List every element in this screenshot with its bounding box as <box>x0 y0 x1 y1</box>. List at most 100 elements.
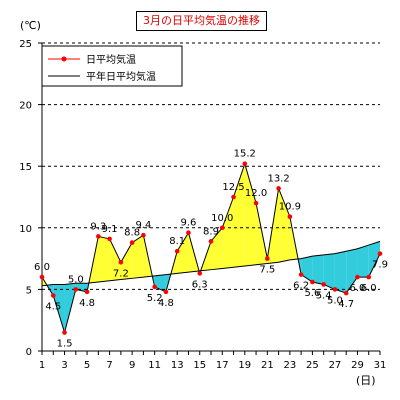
data-label: 6.0 <box>350 283 366 294</box>
legend-marker-icon <box>61 56 67 62</box>
data-point <box>298 272 304 277</box>
chart-title: 3月の日平均気温の推移 <box>136 11 267 31</box>
data-point <box>208 239 214 244</box>
data-point <box>287 214 293 220</box>
data-point <box>343 290 349 296</box>
fill-segment <box>109 238 121 281</box>
y-tick-label: 20 <box>19 101 32 112</box>
y-axis-label: (℃) <box>20 19 41 32</box>
data-labels: 6.04.51.55.04.89.39.17.28.89.45.24.88.19… <box>34 149 388 350</box>
x-tick-label: 27 <box>329 360 342 371</box>
data-point <box>50 293 56 298</box>
fill-segment <box>278 188 290 263</box>
y-tick-label: 25 <box>19 39 32 50</box>
fill-segment <box>312 254 324 285</box>
fill-segment <box>154 274 166 292</box>
data-label: 9.3 <box>90 221 106 232</box>
data-point <box>186 230 191 236</box>
data-label: 12.5 <box>222 182 244 193</box>
data-label: 5.6 <box>304 288 320 299</box>
fill-segment <box>132 235 144 279</box>
data-label: 4.5 <box>45 302 61 313</box>
x-tick-label: 21 <box>261 360 274 371</box>
x-tick-labels: 1 3 5 7 9 11 13 15 17 19 21 23 25 27 29 31 <box>39 360 387 371</box>
data-label: 6.0 <box>34 262 50 273</box>
data-label: 7.2 <box>113 268 129 279</box>
fill-segment <box>98 236 110 283</box>
x-axis-label: (日) <box>356 374 376 387</box>
y-tick-label: 15 <box>19 162 32 173</box>
legend: 日平均気温 平年日平均気温 <box>41 45 183 87</box>
y-tick-labels: 0 5 10 15 20 25 <box>19 39 32 358</box>
data-label: 8.1 <box>169 236 185 247</box>
data-point <box>377 251 383 256</box>
x-tick-label: 31 <box>374 360 387 371</box>
data-label: 7.9 <box>372 260 388 271</box>
fill-segment <box>334 251 347 294</box>
fill-segment <box>346 248 358 294</box>
x-tick-label: 29 <box>351 360 364 371</box>
y-tick-label: 5 <box>26 285 32 296</box>
data-label: 4.7 <box>338 299 354 310</box>
data-point <box>96 234 101 239</box>
data-points <box>39 161 383 335</box>
data-label: 8.8 <box>124 228 140 239</box>
data-label: 6.3 <box>192 279 208 290</box>
fill-segment <box>53 284 65 333</box>
data-label: 5.0 <box>68 274 84 285</box>
x-tick-label: 1 <box>39 360 45 371</box>
data-point <box>310 279 315 285</box>
fill-segment <box>222 197 234 269</box>
fill-segment <box>368 241 380 278</box>
x-tick-label: 9 <box>129 360 135 371</box>
x-tick-label: 25 <box>306 360 319 371</box>
data-point <box>197 271 203 276</box>
data-point <box>129 240 135 245</box>
data-point <box>174 248 180 254</box>
y-tick-label: 10 <box>19 224 32 235</box>
data-label: 12.0 <box>245 188 267 199</box>
data-point <box>265 256 270 261</box>
data-label: 6.0 <box>361 283 377 294</box>
fill-segment <box>323 253 335 290</box>
data-label: 7.5 <box>259 265 275 276</box>
data-label: 1.5 <box>57 339 73 350</box>
normal-temperature-line <box>41 240 381 287</box>
data-label: 8.9 <box>203 226 219 237</box>
data-point <box>355 274 360 280</box>
data-label: 5.2 <box>147 293 163 304</box>
x-tick-label: 3 <box>61 360 67 371</box>
data-point <box>332 287 338 292</box>
data-label: 5.0 <box>327 295 343 306</box>
x-tick-label: 7 <box>106 360 112 371</box>
data-point <box>107 236 112 242</box>
data-point <box>152 284 157 290</box>
fill-segment <box>177 232 189 274</box>
data-label: 9.4 <box>135 220 151 231</box>
data-label: 5.4 <box>316 290 332 301</box>
x-tick-label: 5 <box>84 360 90 371</box>
data-point <box>163 289 169 295</box>
fill-segment <box>357 245 369 278</box>
data-point <box>366 274 372 280</box>
y-tick-label: 0 <box>26 347 32 358</box>
data-label: 10.0 <box>211 213 233 224</box>
data-label: 4.8 <box>79 298 95 309</box>
x-tick-label: 13 <box>171 360 184 371</box>
data-label: 9.1 <box>102 224 118 235</box>
data-point <box>118 259 124 265</box>
x-tick-label: 23 <box>283 360 296 371</box>
data-label: 6.2 <box>293 281 309 292</box>
fill-segment <box>301 256 313 283</box>
gridlines <box>42 42 380 290</box>
data-point <box>219 225 225 231</box>
fill-segment <box>244 163 257 266</box>
data-point <box>276 186 281 191</box>
data-point <box>141 232 146 238</box>
data-label: 15.2 <box>234 149 256 160</box>
axes <box>38 42 381 355</box>
legend-label-daily: 日平均気温 <box>86 53 136 66</box>
x-tick-label: 15 <box>193 360 206 371</box>
data-point <box>231 194 236 200</box>
